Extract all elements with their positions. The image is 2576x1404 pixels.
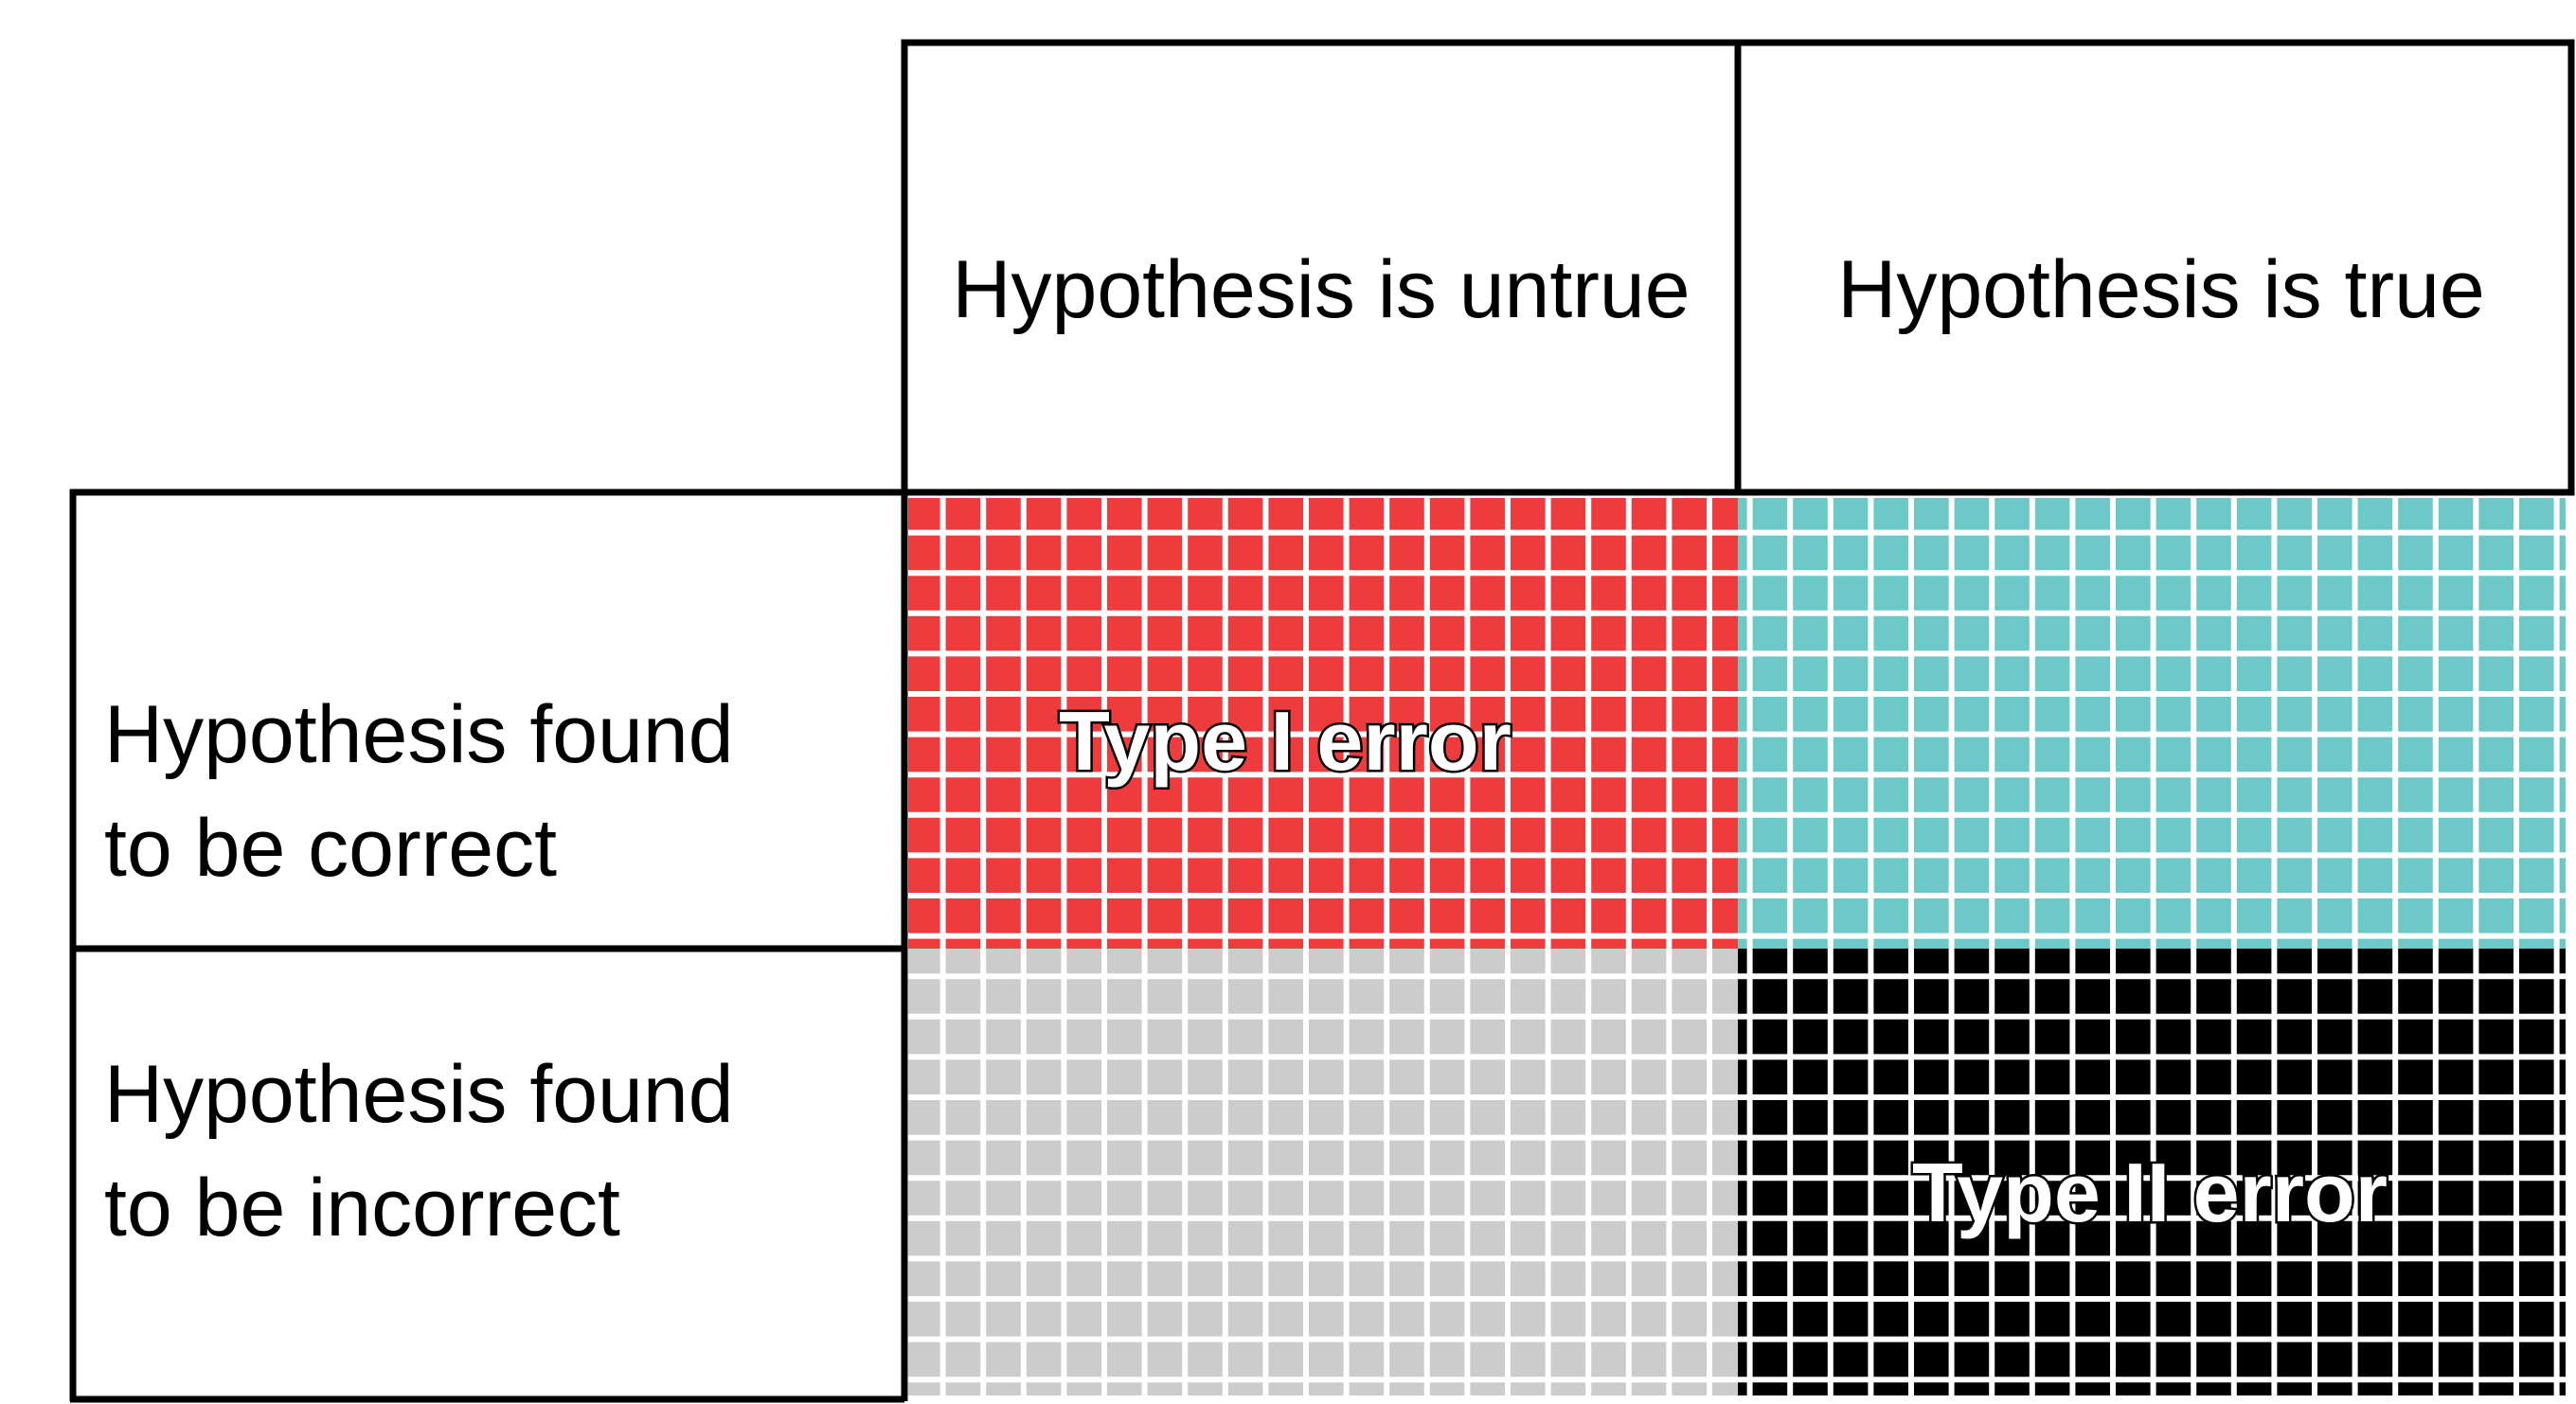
row-header-correct-line1: Hypothesis found (104, 689, 734, 780)
table-borders (69, 39, 2575, 1403)
type-i-error-label: Type I error (1059, 694, 1512, 788)
header-box-true (1734, 39, 2575, 496)
row-header-incorrect-line1: Hypothesis found (104, 1049, 734, 1140)
column-header-untrue: Hypothesis is untrue (952, 244, 1690, 335)
type-ii-error-label: Type II error (1912, 1146, 2388, 1239)
cell-untrue-incorrect (903, 949, 1738, 1401)
row-header-incorrect-line2: to be incorrect (104, 1163, 620, 1253)
cell-type-i-error (903, 492, 1738, 949)
column-header-true: Hypothesis is true (1837, 244, 2485, 335)
row-header-correct-line2: to be correct (104, 803, 557, 894)
grid-lines (903, 492, 2571, 1401)
